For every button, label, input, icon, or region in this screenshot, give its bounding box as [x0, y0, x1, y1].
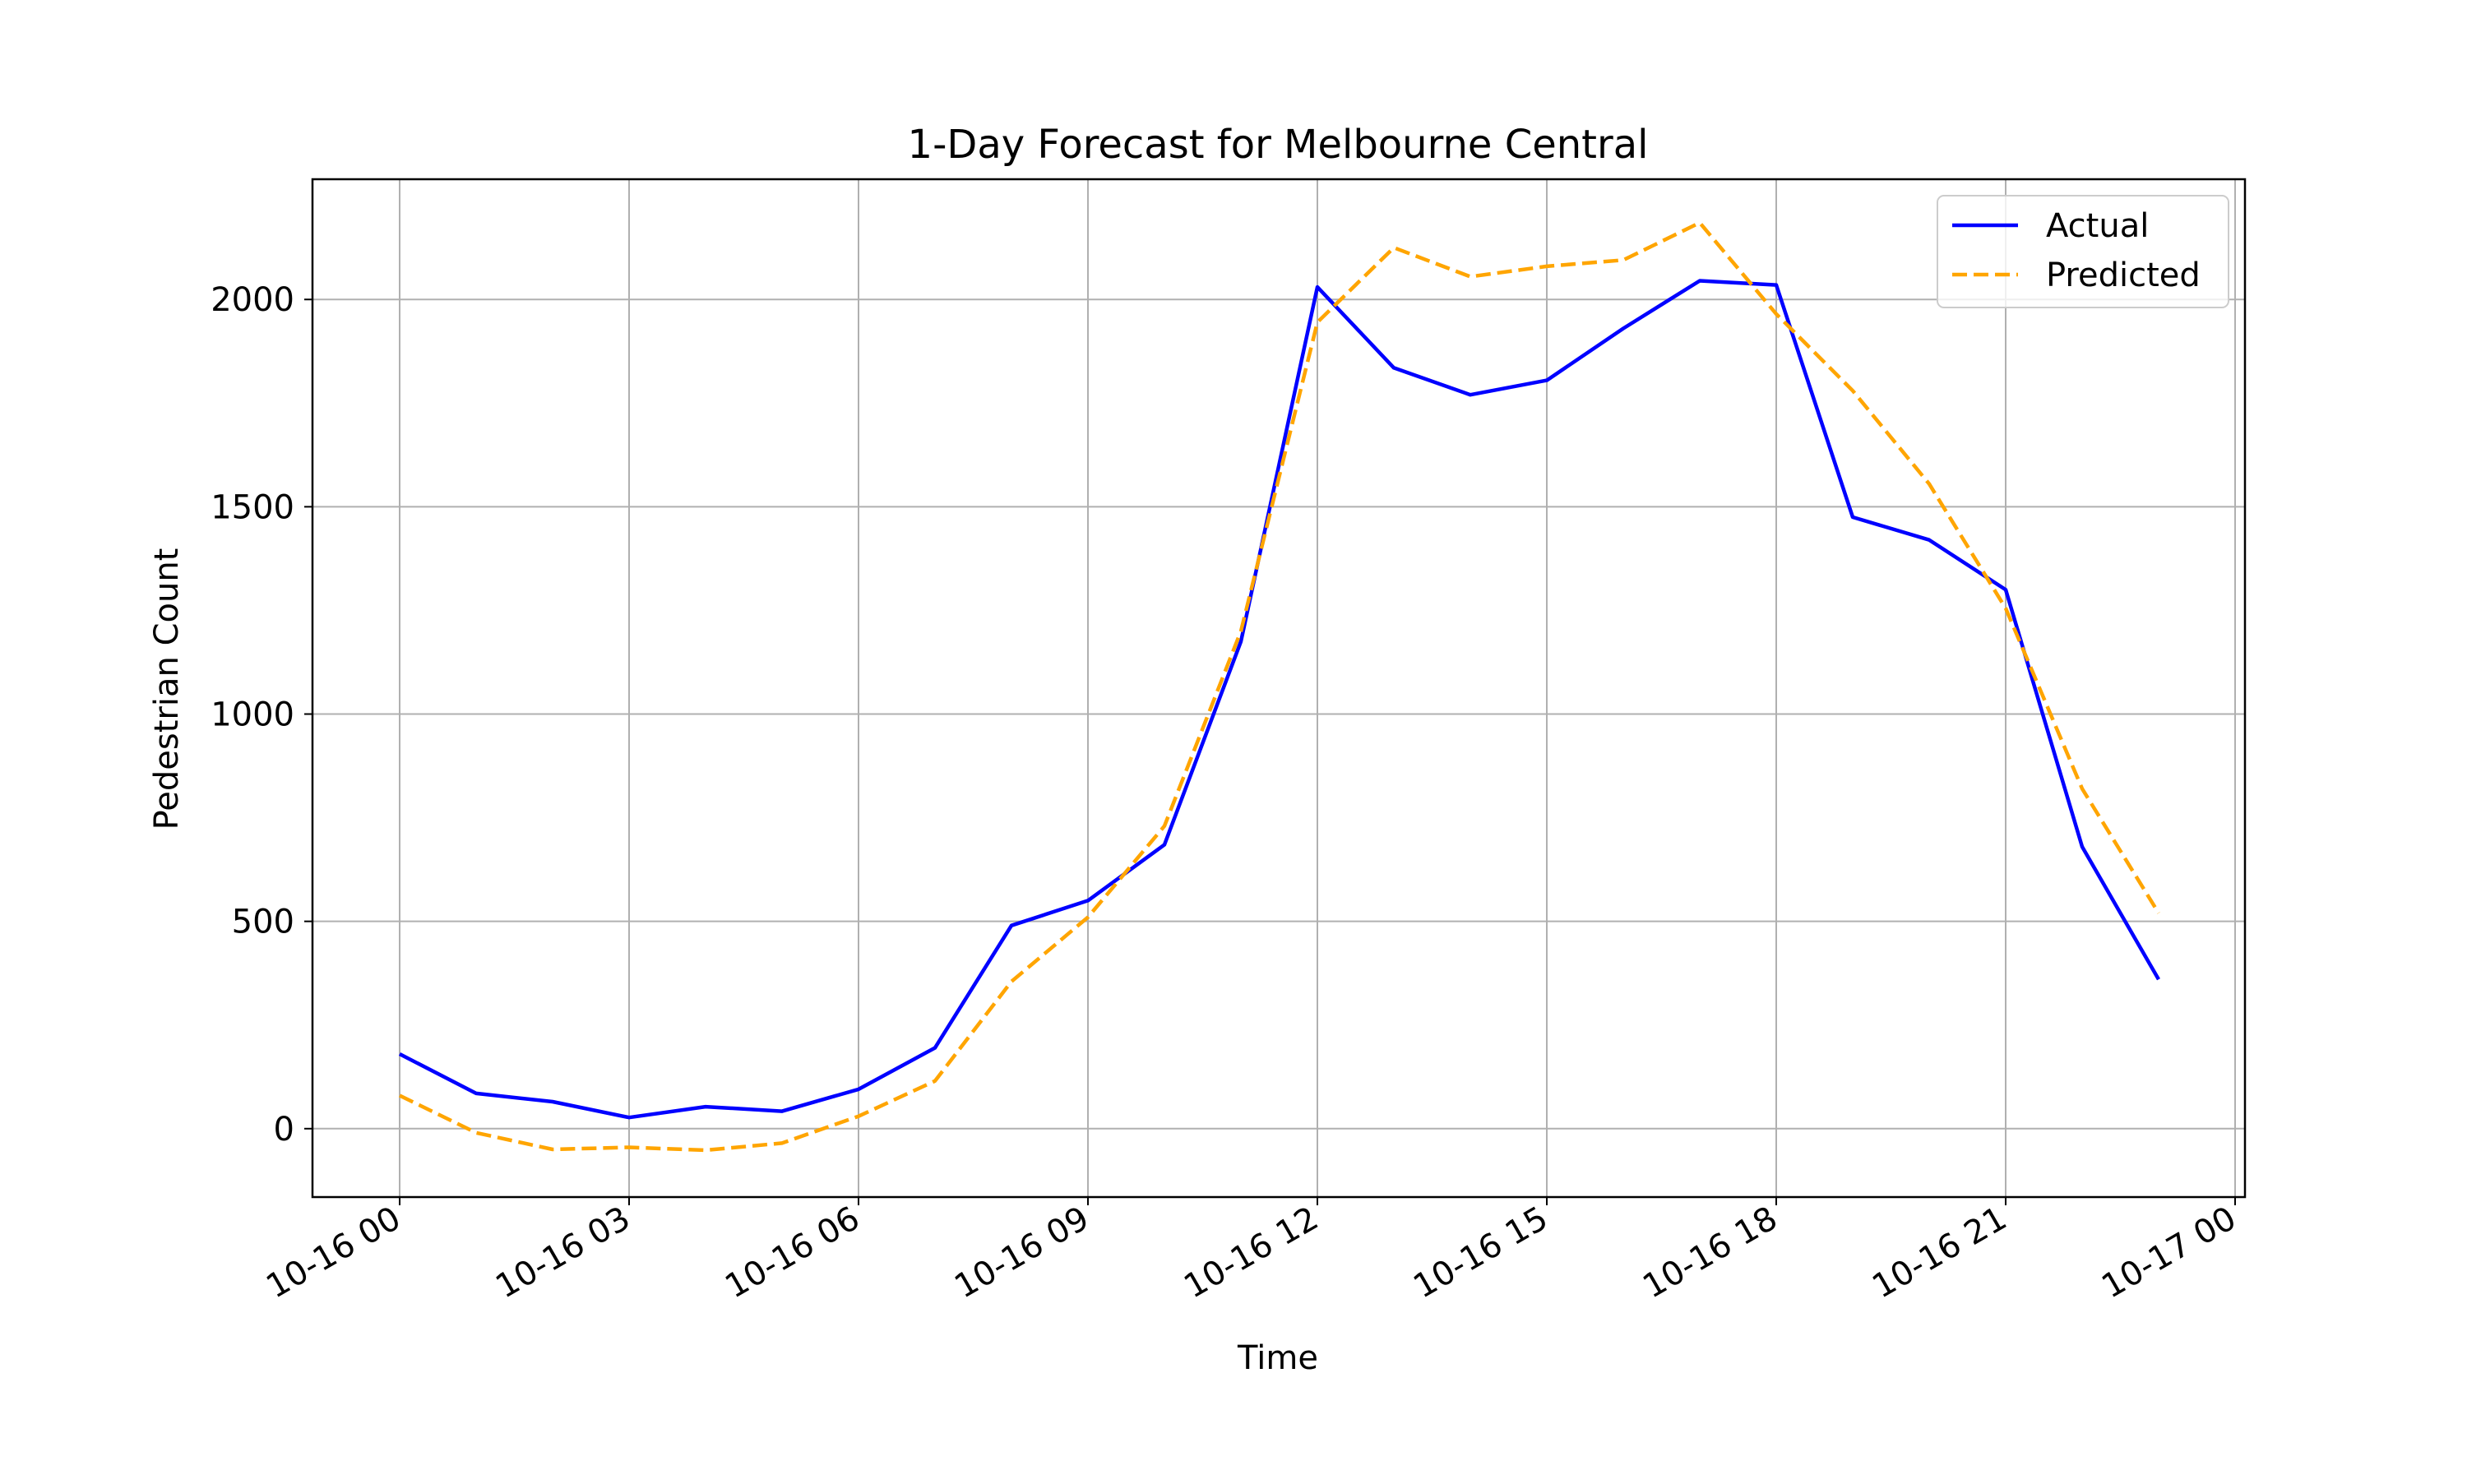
- y-tick-label: 500: [232, 904, 294, 941]
- x-tick-label: 10-16 18: [1636, 1200, 1784, 1306]
- x-tick-label: 10-16 09: [948, 1200, 1095, 1306]
- series-lines: [398, 220, 2160, 1153]
- series-line-actual: [398, 279, 2160, 1120]
- legend-label-predicted: Predicted: [2046, 257, 2201, 294]
- y-tick-label: 0: [274, 1111, 294, 1149]
- y-tick-label: 1500: [211, 488, 294, 526]
- x-tick-label: 10-16 21: [1866, 1200, 2013, 1306]
- x-tick-label: 10-16 03: [489, 1200, 636, 1306]
- chart-title: 1-Day Forecast for Melbourne Central: [908, 122, 1649, 168]
- series-line-predicted: [399, 220, 2160, 1153]
- x-tick-label: 10-16 00: [260, 1200, 407, 1306]
- axis-ticks: 10-16 00 10-16 03 10-16 06 10-16 09 10-16 12…: [211, 281, 2243, 1306]
- grid: [312, 179, 2245, 1197]
- plot-frame: [311, 178, 2247, 1199]
- x-axis-title: Time: [1237, 1339, 1318, 1377]
- x-tick-label: 10-16 12: [1178, 1200, 1325, 1306]
- x-tick-label: 10-16 06: [719, 1200, 866, 1306]
- legend: Actual Predicted: [1937, 195, 2229, 308]
- y-axis-title: Pedestrian Count: [148, 548, 186, 830]
- y-tick-label: 2000: [211, 281, 294, 319]
- x-tick-label: 10-17 00: [2095, 1200, 2243, 1306]
- y-tick-label: 1000: [211, 696, 294, 734]
- legend-label-actual: Actual: [2046, 207, 2149, 245]
- x-tick-label: 10-16 15: [1407, 1200, 1554, 1306]
